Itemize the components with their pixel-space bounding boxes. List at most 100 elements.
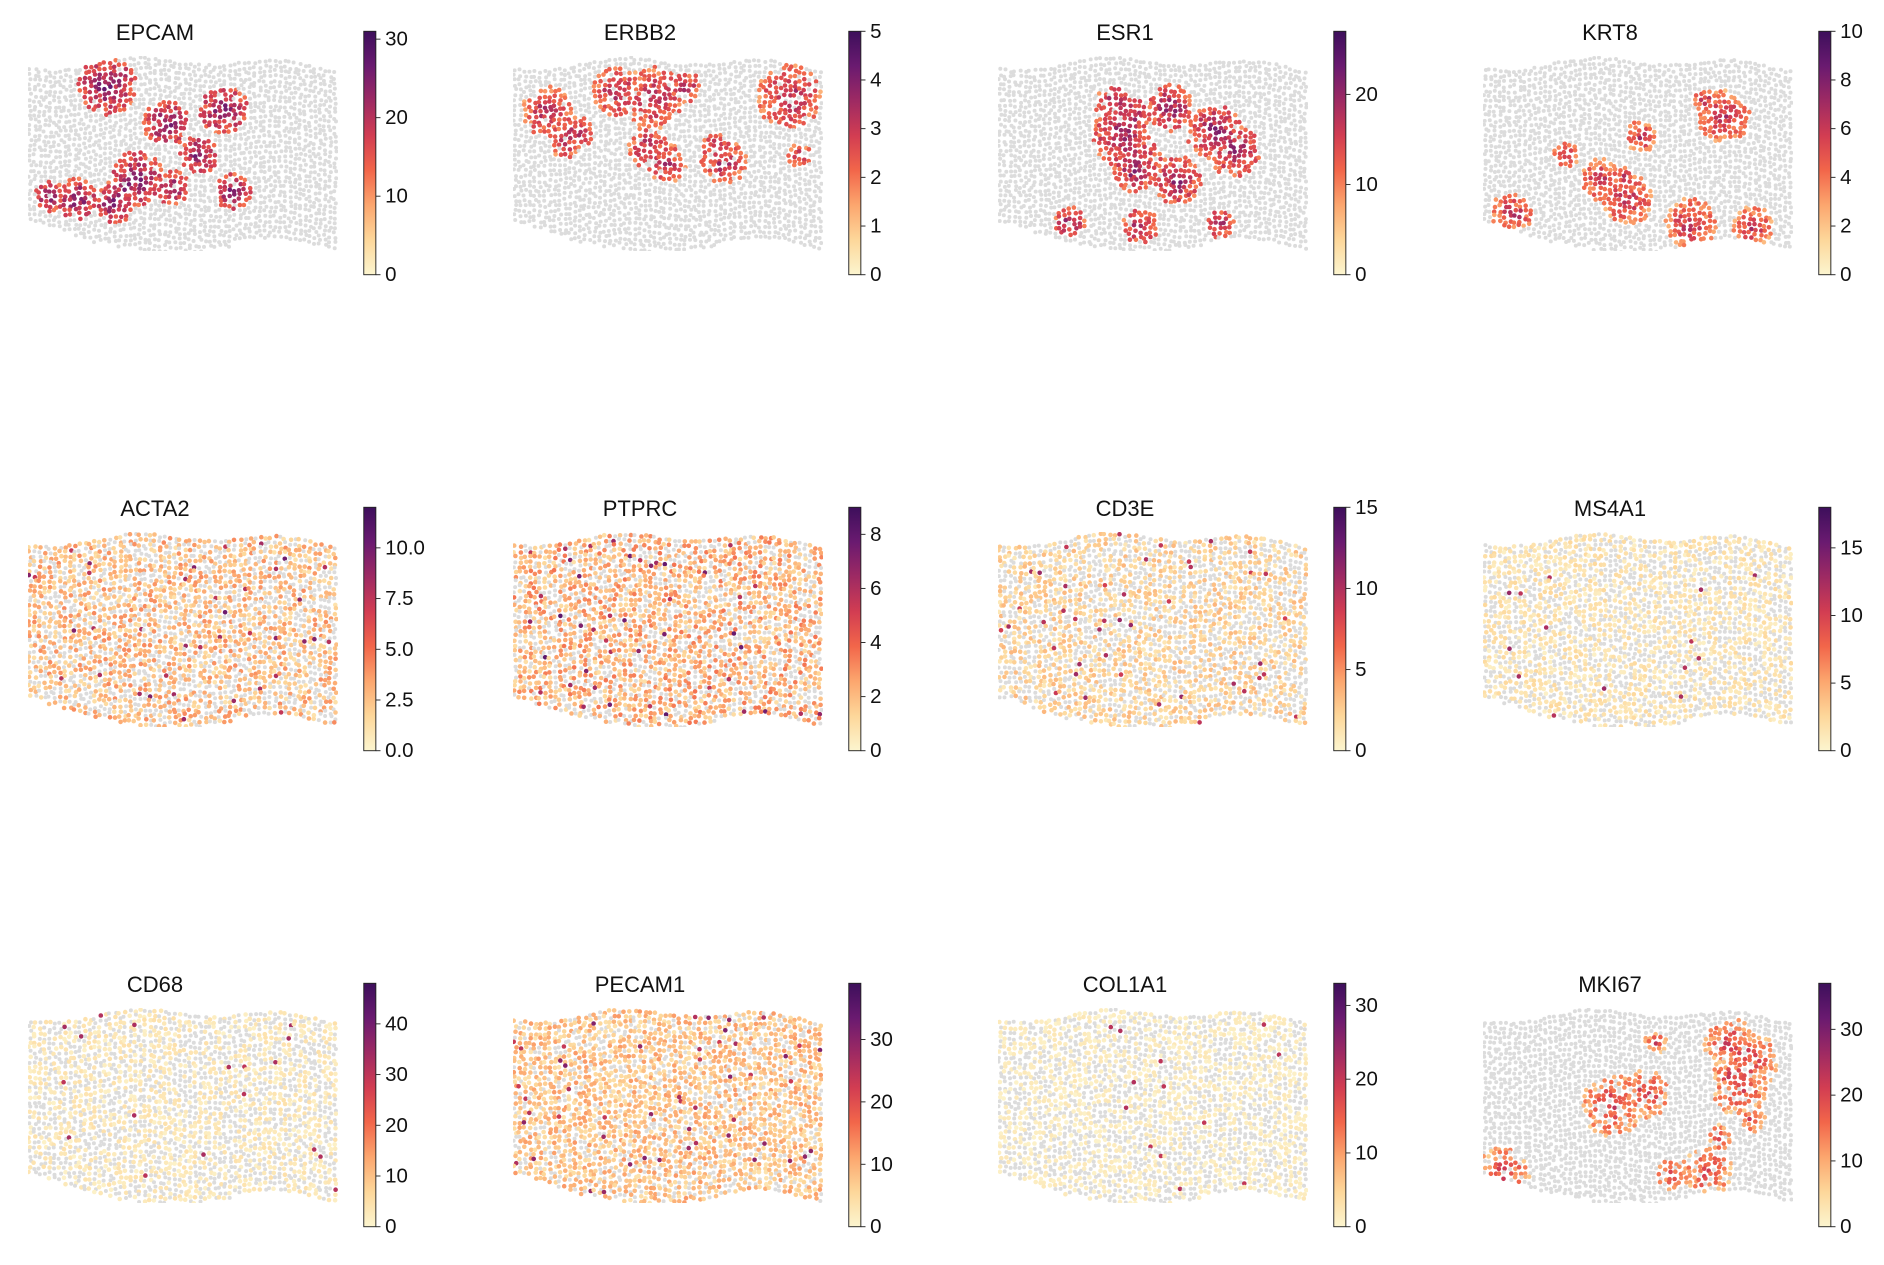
spot	[622, 76, 627, 82]
spot	[784, 148, 789, 153]
spot	[236, 188, 242, 193]
spot	[198, 193, 203, 198]
spot	[172, 219, 177, 224]
spot	[513, 218, 518, 222]
spot	[1033, 230, 1038, 235]
spot	[696, 203, 701, 208]
spot	[622, 221, 626, 226]
spot	[646, 89, 652, 95]
spot	[787, 103, 792, 109]
spot	[307, 149, 312, 154]
spot	[614, 147, 619, 152]
spot	[697, 99, 702, 103]
spot	[998, 212, 1002, 217]
spot	[643, 208, 648, 213]
spot	[786, 128, 791, 133]
spot	[172, 205, 177, 209]
spot	[332, 216, 337, 221]
spot	[91, 142, 96, 147]
spot	[649, 133, 654, 139]
spot	[92, 128, 97, 133]
spot	[76, 133, 81, 138]
spot	[213, 132, 218, 137]
spot	[56, 79, 61, 84]
spot	[166, 104, 171, 110]
spot	[194, 94, 198, 99]
spot	[98, 207, 104, 213]
spot	[51, 144, 56, 149]
spot	[819, 101, 823, 106]
spot	[217, 143, 222, 148]
spot	[241, 202, 247, 208]
spot	[189, 118, 194, 122]
spot	[304, 74, 309, 79]
spot	[588, 176, 593, 181]
spot	[217, 65, 222, 70]
spot	[614, 120, 619, 125]
spot	[32, 107, 37, 112]
spot	[117, 238, 122, 243]
spot	[217, 124, 222, 129]
spot	[1033, 158, 1038, 163]
spot	[747, 170, 751, 175]
spot	[1007, 84, 1012, 89]
spot	[299, 228, 304, 233]
spot	[612, 197, 617, 202]
spot	[258, 66, 263, 71]
spot	[268, 65, 273, 69]
spot	[1043, 113, 1048, 118]
spot	[531, 84, 536, 89]
spot	[1001, 153, 1006, 158]
spot	[716, 82, 721, 87]
spot	[608, 138, 613, 143]
spot	[48, 183, 53, 188]
spot	[141, 186, 147, 192]
spot	[796, 109, 801, 115]
spot	[781, 72, 787, 77]
spot	[1029, 80, 1034, 85]
spot	[272, 159, 277, 163]
spot	[37, 109, 42, 114]
spot	[32, 113, 37, 118]
spot	[998, 143, 1001, 148]
spot	[647, 138, 653, 143]
spot	[537, 133, 542, 138]
spot	[648, 155, 653, 160]
spot	[281, 183, 286, 188]
spot	[112, 108, 118, 114]
spot	[673, 178, 678, 183]
spot	[532, 74, 536, 79]
spot	[43, 214, 48, 219]
spot	[1003, 193, 1008, 198]
spot	[761, 180, 766, 185]
spot	[741, 90, 746, 95]
spot	[703, 70, 708, 75]
spot	[1043, 79, 1048, 83]
spot	[136, 105, 141, 110]
spot	[761, 194, 766, 199]
spot	[657, 209, 662, 214]
spot	[711, 97, 716, 102]
spot	[57, 188, 62, 194]
spot	[812, 133, 817, 138]
spot	[1027, 178, 1031, 183]
spot	[767, 171, 771, 175]
spot	[157, 173, 162, 179]
spot	[98, 237, 103, 242]
spot	[241, 116, 247, 121]
spot	[767, 225, 772, 230]
spot	[548, 154, 553, 159]
spot	[267, 58, 272, 63]
spot	[141, 225, 146, 230]
spot	[202, 90, 207, 95]
spot	[132, 126, 137, 131]
spot	[582, 237, 587, 242]
spot	[627, 163, 632, 168]
spot	[558, 172, 563, 177]
spot	[767, 134, 772, 139]
spot	[791, 223, 796, 228]
spot	[772, 142, 777, 146]
spot	[242, 95, 248, 100]
spot	[292, 140, 297, 145]
spot	[667, 92, 672, 97]
